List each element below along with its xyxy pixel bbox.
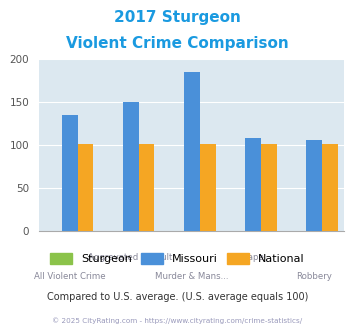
Bar <box>306 140 322 231</box>
Text: 2017 Sturgeon: 2017 Sturgeon <box>114 10 241 25</box>
Bar <box>184 72 200 231</box>
Bar <box>123 102 138 231</box>
Bar <box>261 144 277 231</box>
Bar <box>138 144 154 231</box>
Text: Murder & Mans...: Murder & Mans... <box>155 272 229 281</box>
Bar <box>62 115 77 231</box>
Text: Aggravated Assault: Aggravated Assault <box>88 253 173 262</box>
Text: Rape: Rape <box>242 253 264 262</box>
Bar <box>245 138 261 231</box>
Bar <box>322 144 338 231</box>
Bar <box>77 144 93 231</box>
Legend: Sturgeon, Missouri, National: Sturgeon, Missouri, National <box>46 248 309 268</box>
Text: All Violent Crime: All Violent Crime <box>34 272 105 281</box>
Text: Violent Crime Comparison: Violent Crime Comparison <box>66 36 289 51</box>
Text: Compared to U.S. average. (U.S. average equals 100): Compared to U.S. average. (U.S. average … <box>47 292 308 302</box>
Text: Robbery: Robbery <box>296 272 332 281</box>
Text: © 2025 CityRating.com - https://www.cityrating.com/crime-statistics/: © 2025 CityRating.com - https://www.city… <box>53 317 302 324</box>
Bar <box>200 144 215 231</box>
